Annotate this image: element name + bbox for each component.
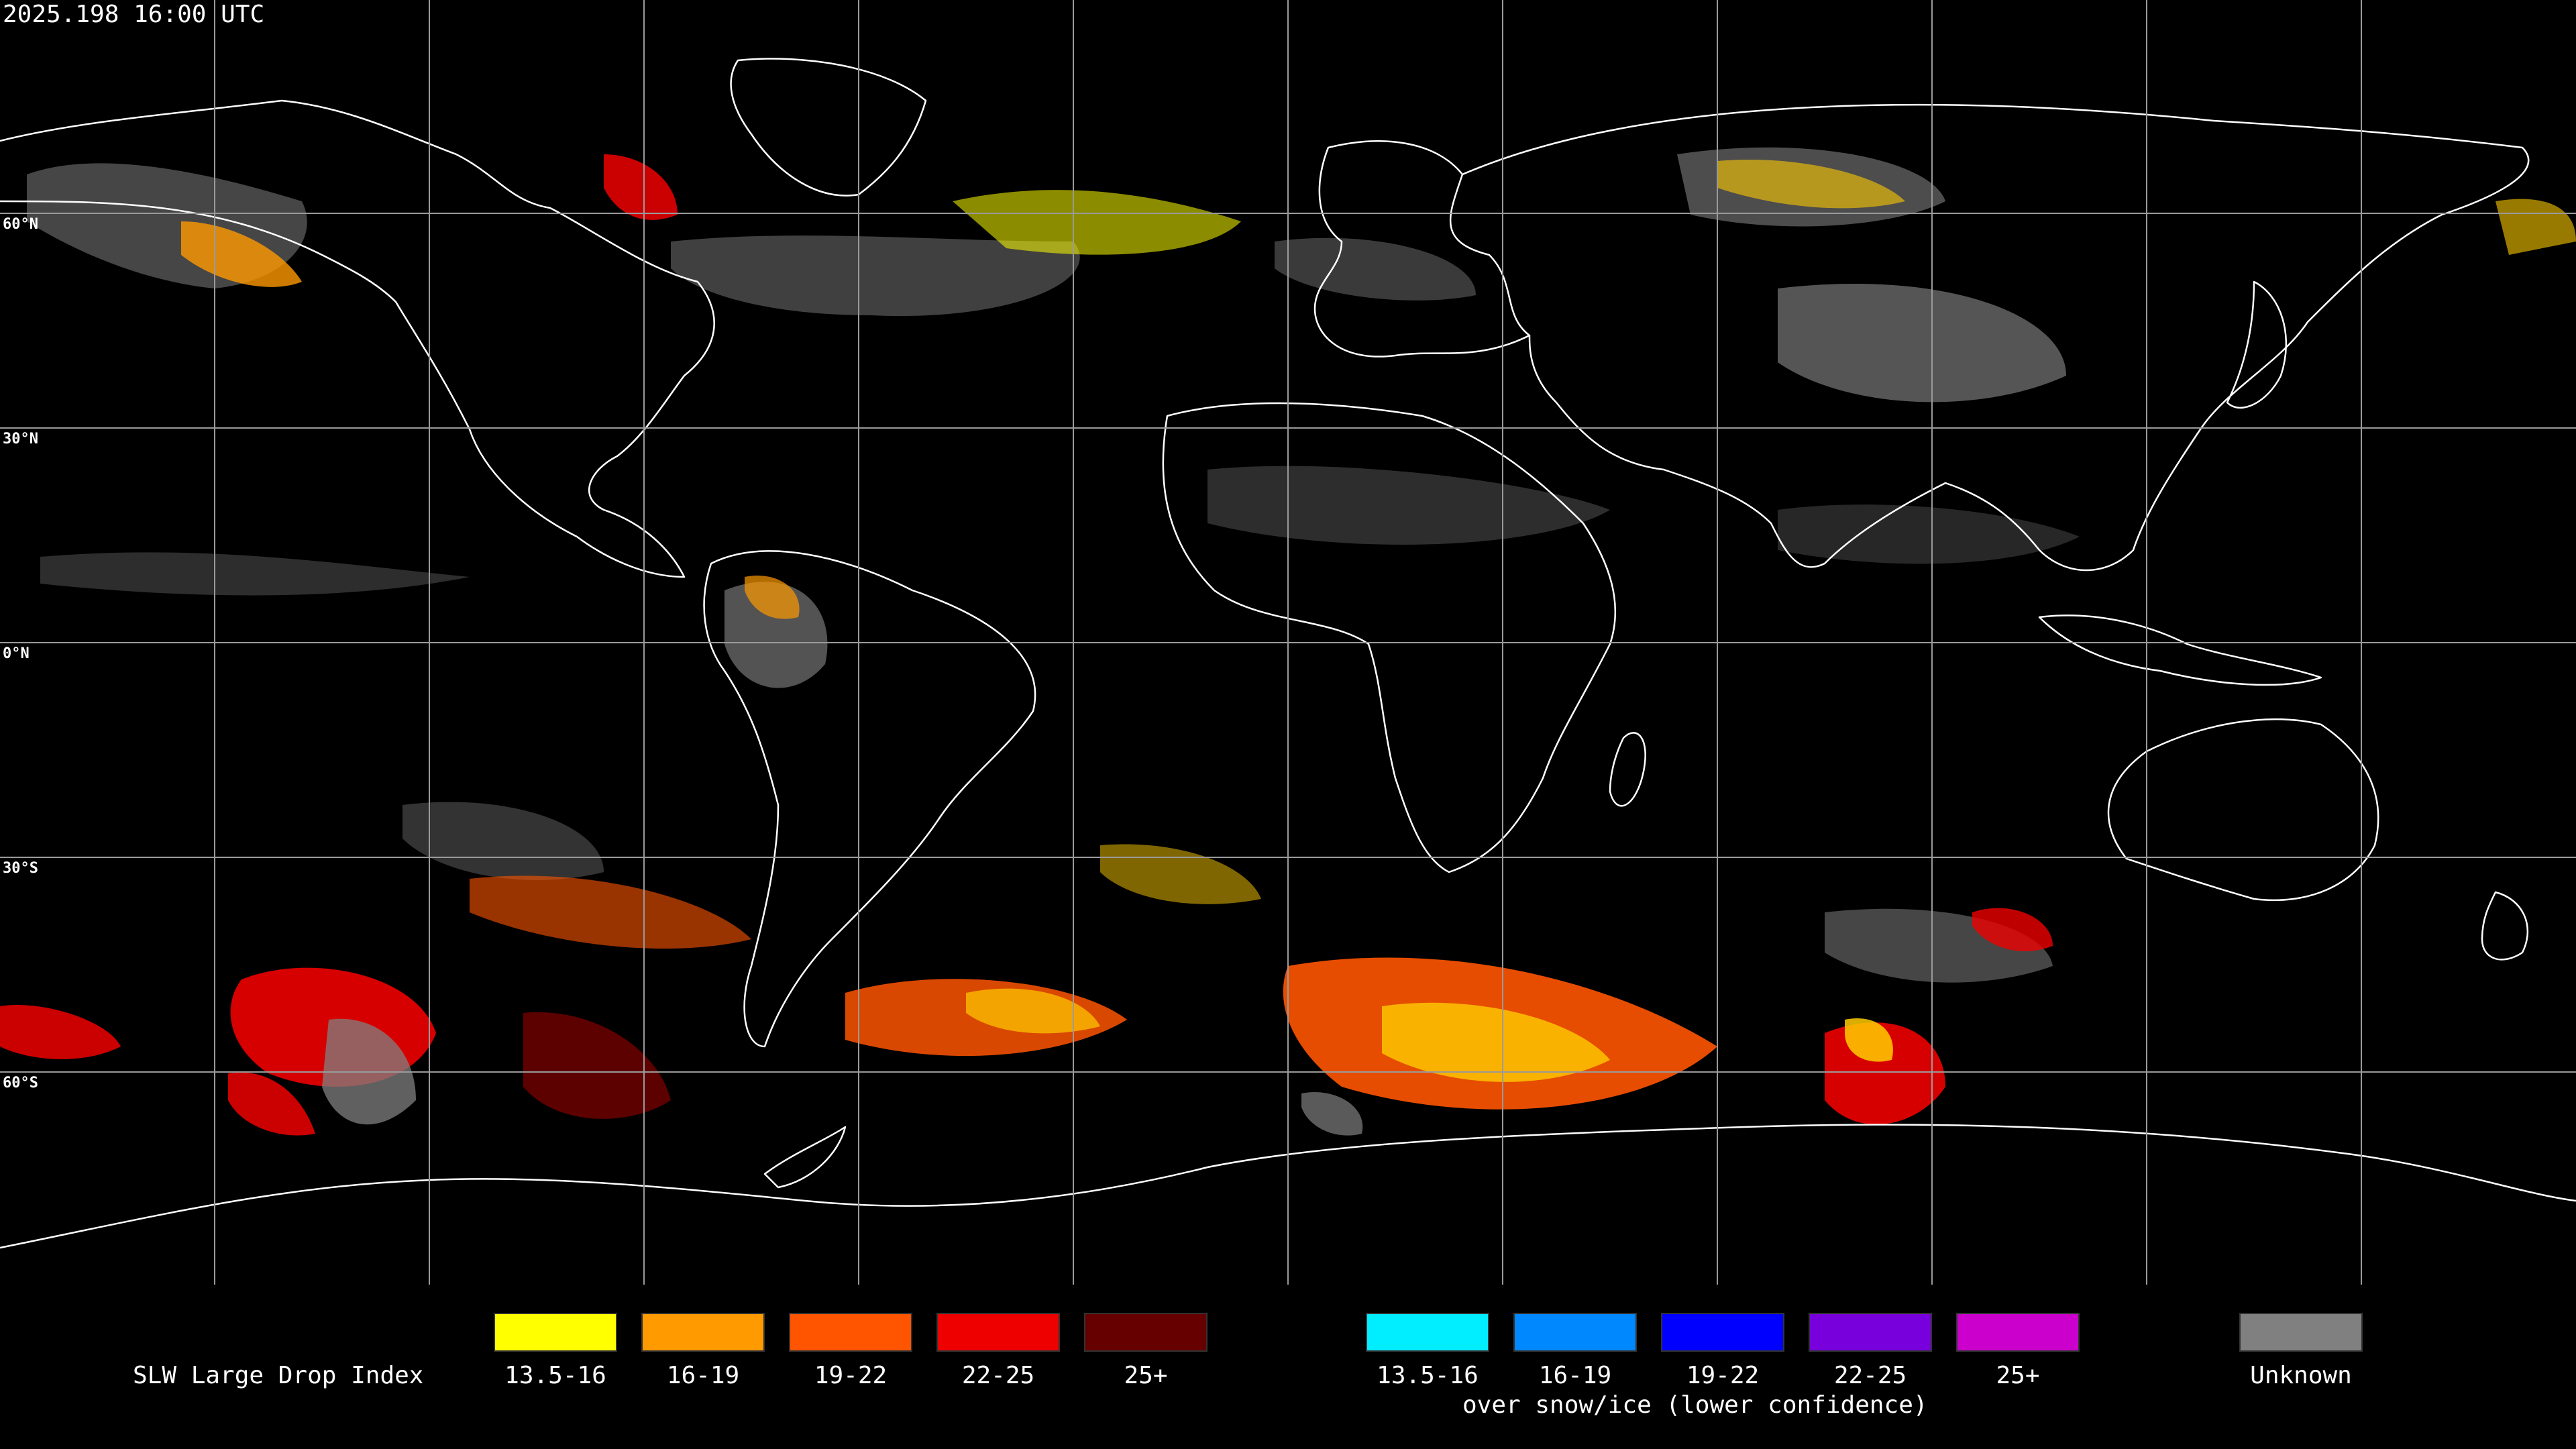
coast-madagascar [1609,732,1646,807]
data-patch-so-4-yellow [1382,1002,1610,1082]
lat-label-60n: 60°N [3,216,38,233]
data-patch-alaska-warm [181,221,302,287]
legend-label-snow-1: 13.5-16 [1377,1362,1479,1389]
data-patch-greenland-west [604,154,678,220]
data-patch-so-west [0,1005,121,1059]
lat-label-0n: 0°N [3,645,30,662]
data-patch-so-pacific-gray [402,802,604,880]
timestamp: 2025.198 16:00 UTC [3,1,265,28]
data-patch-so-2 [523,1012,671,1119]
global-slw-map [0,0,2576,1285]
legend-swatch-water-5 [1084,1313,1208,1352]
data-patch-so-west2 [228,1072,315,1136]
legend-label-water-3: 19-22 [814,1362,888,1389]
data-patch-south-atlantic [1100,844,1261,904]
legend-label-water-5: 25+ [1124,1362,1168,1389]
legend-label-snow-3: 19-22 [1686,1362,1760,1389]
coast-greenland [730,58,927,197]
coast-antarctic-peninsula [763,1126,847,1189]
legend-swatch-water-3 [789,1313,912,1352]
legend-label-unknown: Unknown [2250,1362,2352,1389]
coast-europe [1313,140,1531,358]
legend-snow-note: over snow/ice (lower confidence) [1462,1391,1928,1419]
coast-antarctica [0,1124,2576,1249]
lat-label-30n: 30°N [3,431,38,447]
coast-africa [1162,402,1617,873]
coast-asia [1462,103,2530,572]
graticule [0,0,2576,1285]
lat-label-60s: 60°S [3,1075,38,1091]
data-patch-so-7 [1972,908,2053,952]
data-patch-so-pacific-warm [470,875,751,949]
legend-swatch-snow-2 [1513,1313,1637,1352]
coast-indonesia [2038,614,2322,686]
legend-swatch-water-1 [494,1313,617,1352]
data-patch-amazon-warm [745,576,800,619]
data-patch-amazon [724,582,828,688]
coast-japan [2226,280,2288,409]
legend [0,1287,2576,1449]
legend-swatch-unknown [2239,1313,2363,1352]
legend-swatch-snow-5 [1956,1313,2080,1352]
data-patch-indian-ocean [1778,504,2080,564]
legend-label-snow-5: 25+ [1996,1362,2040,1389]
data-patch-so-3-yellow [966,988,1100,1034]
legend-swatch-water-2 [641,1313,765,1352]
data-patch-europe [1275,237,1476,301]
data-patch-asia-gray [1778,283,2066,402]
legend-swatch-snow-4 [1809,1313,1932,1352]
legend-label-water-2: 16-19 [666,1362,740,1389]
data-patch-africa [1208,466,1610,545]
legend-swatch-snow-3 [1661,1313,1784,1352]
data-patch-so-4-gray [1301,1092,1363,1136]
data-patch-hudson [671,235,1080,317]
coast-south-america [703,550,1036,1048]
data-patch-siberia-warm [1717,160,1905,209]
lat-label-30s: 30°S [3,860,38,877]
legend-swatch-water-4 [936,1313,1060,1352]
coast-new-zealand [2481,891,2529,961]
coastlines [0,58,2576,1249]
legend-swatch-snow-1 [1366,1313,1489,1352]
coast-australia [2107,718,2379,902]
data-patch-so-6-yellow [1845,1018,1893,1062]
data-patch-itcz-pacific [40,552,470,596]
legend-label-water-4: 22-25 [961,1362,1035,1389]
data-patch-nhl-yellow [953,190,1241,255]
legend-title: SLW Large Drop Index [133,1362,424,1389]
legend-label-snow-2: 16-19 [1538,1362,1612,1389]
legend-label-snow-4: 22-25 [1833,1362,1907,1389]
legend-label-water-1: 13.5-16 [504,1362,606,1389]
coast-north-america [0,99,715,578]
